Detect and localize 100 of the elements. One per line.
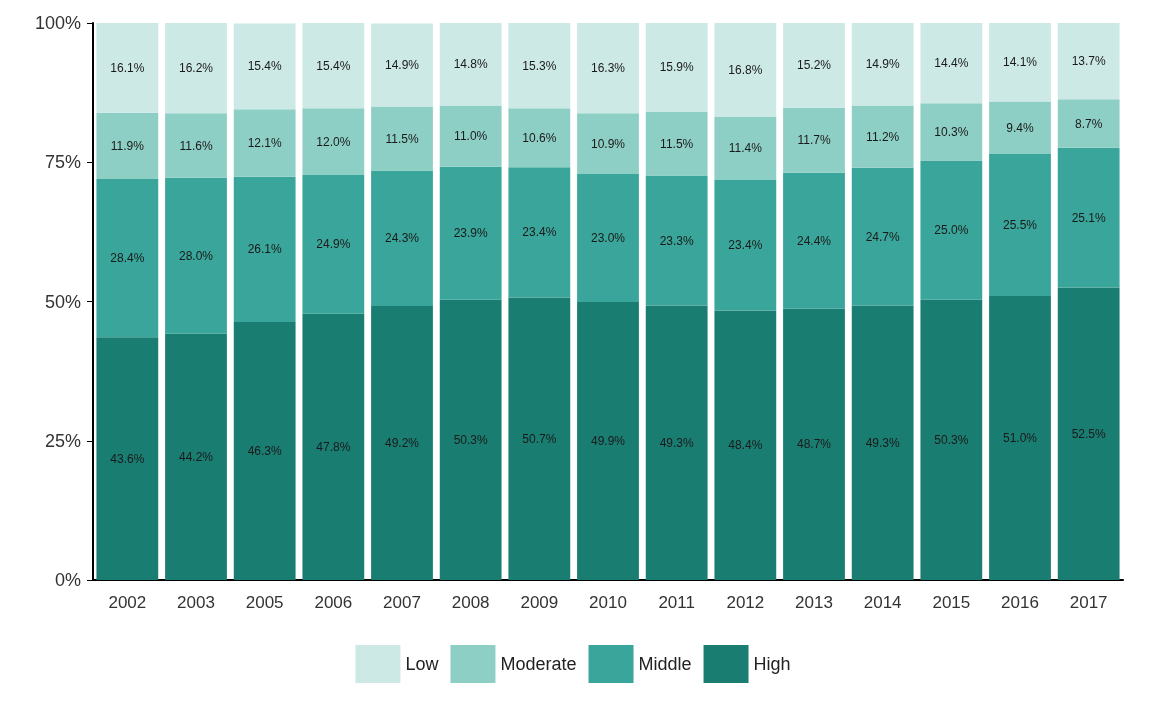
x-tick-label: 2005 bbox=[245, 593, 284, 612]
bar bbox=[96, 23, 159, 113]
x-tick-label: 2008 bbox=[451, 593, 490, 612]
y-tick-label: 50% bbox=[44, 291, 81, 312]
bar bbox=[851, 105, 914, 168]
data-label: 24.9% bbox=[316, 237, 351, 252]
data-label: 47.8% bbox=[316, 439, 351, 454]
data-label: 12.0% bbox=[316, 134, 351, 149]
bar bbox=[302, 313, 365, 580]
bar bbox=[714, 310, 777, 580]
bar bbox=[165, 333, 227, 580]
data-label: 24.4% bbox=[796, 233, 832, 248]
x-tick-label: 2002 bbox=[108, 593, 147, 612]
bar bbox=[1057, 287, 1120, 580]
data-label: 24.7% bbox=[865, 229, 901, 244]
bar bbox=[439, 166, 502, 300]
bar bbox=[165, 177, 227, 334]
data-label: 50.7% bbox=[522, 431, 557, 446]
bar bbox=[302, 23, 365, 109]
legend-label: Middle bbox=[638, 654, 692, 674]
data-label: 12.1% bbox=[247, 136, 283, 151]
data-label: 43.6% bbox=[110, 451, 145, 466]
data-label: 48.7% bbox=[796, 437, 832, 452]
bar bbox=[577, 23, 639, 114]
x-tick-label: 2010 bbox=[589, 593, 627, 612]
bar bbox=[165, 23, 227, 114]
data-label: 49.3% bbox=[659, 435, 695, 450]
data-label: 25.1% bbox=[1071, 210, 1107, 225]
bar bbox=[1057, 99, 1120, 148]
bar bbox=[989, 153, 1051, 296]
bar bbox=[783, 172, 845, 309]
data-label: 16.1% bbox=[110, 60, 145, 75]
bar bbox=[920, 299, 983, 580]
x-tick-label: 2012 bbox=[726, 593, 765, 612]
data-label: 14.4% bbox=[934, 56, 969, 71]
bar bbox=[577, 302, 639, 580]
data-label: 11.9% bbox=[110, 138, 145, 153]
data-label: 14.9% bbox=[865, 57, 901, 72]
bar bbox=[439, 299, 502, 580]
bar bbox=[920, 160, 983, 300]
bar bbox=[302, 175, 365, 314]
bar bbox=[714, 116, 777, 181]
data-label: 49.9% bbox=[590, 434, 626, 449]
data-label: 11.5% bbox=[385, 131, 419, 146]
data-label: 25.0% bbox=[934, 223, 969, 238]
data-label: 11.5% bbox=[660, 136, 694, 151]
data-label: 10.3% bbox=[934, 124, 969, 139]
data-label: 48.4% bbox=[728, 438, 763, 453]
data-label: 16.3% bbox=[590, 61, 626, 76]
data-label: 28.4% bbox=[110, 251, 145, 266]
bar bbox=[371, 305, 433, 580]
data-label: 50.3% bbox=[453, 432, 489, 447]
data-label: 13.7% bbox=[1071, 54, 1107, 69]
data-label: 52.5% bbox=[1071, 426, 1107, 441]
x-tick-label: 2009 bbox=[520, 593, 559, 612]
bar bbox=[1057, 147, 1120, 288]
bar bbox=[714, 23, 777, 117]
bar bbox=[439, 23, 502, 106]
x-tick-label: 2014 bbox=[863, 593, 902, 612]
data-label: 50.3% bbox=[934, 432, 969, 447]
bar bbox=[783, 23, 845, 108]
data-label: 15.2% bbox=[796, 58, 832, 73]
bar bbox=[371, 106, 433, 171]
data-label: 44.2% bbox=[178, 449, 214, 464]
bar bbox=[233, 176, 296, 323]
bar bbox=[508, 167, 571, 298]
bar bbox=[645, 175, 708, 306]
data-label: 23.0% bbox=[590, 231, 626, 245]
bar bbox=[851, 167, 914, 306]
legend-label: High bbox=[753, 654, 791, 674]
bar bbox=[96, 178, 159, 338]
data-label: 8.7% bbox=[1074, 116, 1103, 131]
x-tick-label: 2007 bbox=[383, 593, 421, 612]
data-label: 23.3% bbox=[659, 233, 695, 248]
data-label: 15.4% bbox=[247, 59, 283, 74]
bar bbox=[989, 23, 1051, 102]
data-label: 14.1% bbox=[1002, 55, 1038, 70]
data-label: 26.1% bbox=[247, 242, 283, 257]
bar bbox=[508, 297, 571, 580]
bar bbox=[439, 105, 502, 167]
y-tick-label: 100% bbox=[34, 13, 81, 33]
data-label: 11.4% bbox=[728, 141, 763, 156]
data-label: 46.3% bbox=[247, 444, 283, 459]
data-label: 11.2% bbox=[866, 129, 900, 144]
data-label: 49.3% bbox=[865, 435, 901, 450]
y-tick-label: 75% bbox=[44, 152, 81, 173]
data-label: 10.6% bbox=[522, 130, 557, 145]
data-label: 16.8% bbox=[728, 62, 763, 77]
data-label: 49.2% bbox=[384, 435, 420, 450]
data-label: 16.2% bbox=[178, 61, 214, 76]
bar bbox=[1057, 23, 1120, 100]
data-label: 15.9% bbox=[659, 60, 695, 75]
data-label: 23.4% bbox=[728, 238, 763, 253]
bar bbox=[96, 337, 159, 580]
x-tick-label: 2011 bbox=[658, 593, 695, 612]
bar bbox=[508, 108, 571, 168]
data-label: 51.0% bbox=[1002, 430, 1038, 445]
x-tick-label: 2015 bbox=[932, 593, 971, 612]
legend-label: Moderate bbox=[500, 654, 577, 674]
legend-label: Low bbox=[405, 654, 440, 674]
